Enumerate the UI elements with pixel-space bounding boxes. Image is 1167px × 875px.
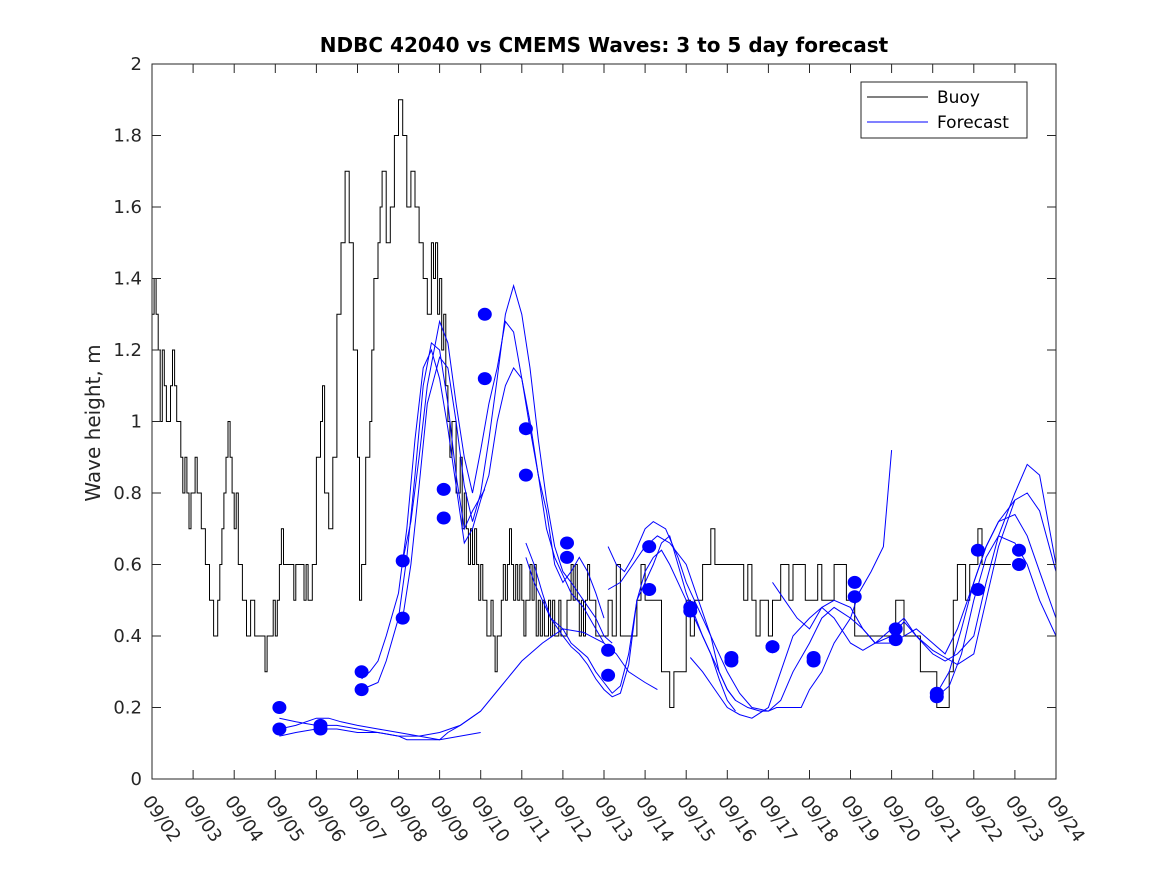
y-tick-label: 0 <box>131 769 142 790</box>
forecast-line-13 <box>772 463 1056 662</box>
forecast-start-point <box>847 575 862 589</box>
forecast-line-4 <box>361 341 486 691</box>
y-tick-label: 0.2 <box>113 698 142 719</box>
y-tick-label: 1.8 <box>113 126 142 147</box>
y-tick-label: 1 <box>131 412 142 433</box>
y-tick-label: 1.6 <box>113 197 142 218</box>
chart-title: NDBC 42040 vs CMEMS Waves: 3 to 5 day fo… <box>320 33 889 57</box>
forecast-start-point <box>888 633 903 647</box>
forecast-start-markers <box>272 307 1026 736</box>
forecast-start-point <box>395 554 410 568</box>
forecast-start-point <box>970 543 985 557</box>
legend-box <box>860 81 1028 139</box>
forecast-start-point <box>601 643 616 657</box>
y-tick-labels: 0 0.2 0.4 0.6 0.8 1 1.2 1.4 1.6 1.8 2 <box>113 54 142 790</box>
y-tick-label: 2 <box>131 54 142 75</box>
forecast-line-11 <box>607 499 1016 712</box>
y-tick-label: 1.4 <box>113 269 142 290</box>
forecast-line-3 <box>279 728 481 741</box>
forecast-start-point <box>683 604 698 618</box>
forecast-start-point <box>395 611 410 625</box>
forecast-start-point <box>970 583 985 596</box>
forecast-start-point <box>929 690 944 704</box>
forecast-line-9 <box>525 535 736 712</box>
forecast-start-point <box>1012 558 1026 571</box>
forecast-start-point <box>642 583 657 596</box>
y-tick-label: 0.4 <box>113 626 142 647</box>
forecast-start-point <box>272 722 287 736</box>
forecast-start-point <box>560 550 574 564</box>
forecast-start-point <box>724 654 739 668</box>
forecast-start-point <box>313 722 328 736</box>
forecast-start-point <box>560 536 574 550</box>
y-axis-label: Wave height, m <box>81 344 105 501</box>
axis-ticks <box>151 63 1057 780</box>
legend: Buoy Forecast <box>860 81 1028 139</box>
forecast-start-point <box>477 372 492 386</box>
forecast-start-point <box>272 701 287 714</box>
forecast-line-6 <box>402 283 613 644</box>
forecast-start-point <box>765 640 780 654</box>
legend-buoy-label: Buoy <box>937 88 980 108</box>
y-tick-label: 1.2 <box>113 340 142 361</box>
forecast-line-10 <box>607 450 893 712</box>
forecast-start-point <box>436 482 451 496</box>
y-tick-label: 0.6 <box>113 555 142 576</box>
y-tick-label: 0.8 <box>113 483 142 504</box>
forecast-series <box>279 283 1056 741</box>
forecast-line-7 <box>402 319 658 691</box>
forecast-start-point <box>806 654 821 668</box>
forecast-start-point <box>601 668 616 682</box>
forecast-start-point <box>354 683 369 697</box>
forecast-start-point <box>518 422 533 436</box>
forecast-start-point <box>642 540 657 554</box>
legend-forecast-label: Forecast <box>937 113 1009 133</box>
forecast-line-14 <box>936 513 1056 694</box>
forecast-start-point <box>847 590 862 604</box>
forecast-start-point <box>477 307 492 321</box>
forecast-start-point <box>354 665 369 679</box>
forecast-line-12 <box>689 492 1056 719</box>
forecast-start-point <box>518 468 533 482</box>
forecast-line-5 <box>361 348 605 680</box>
forecast-start-point <box>436 511 451 525</box>
buoy-series <box>152 99 1011 708</box>
buoy-line <box>152 99 1011 708</box>
forecast-line-15 <box>936 535 1056 698</box>
forecast-start-point <box>1012 543 1026 557</box>
forecast-line-2 <box>279 710 481 737</box>
